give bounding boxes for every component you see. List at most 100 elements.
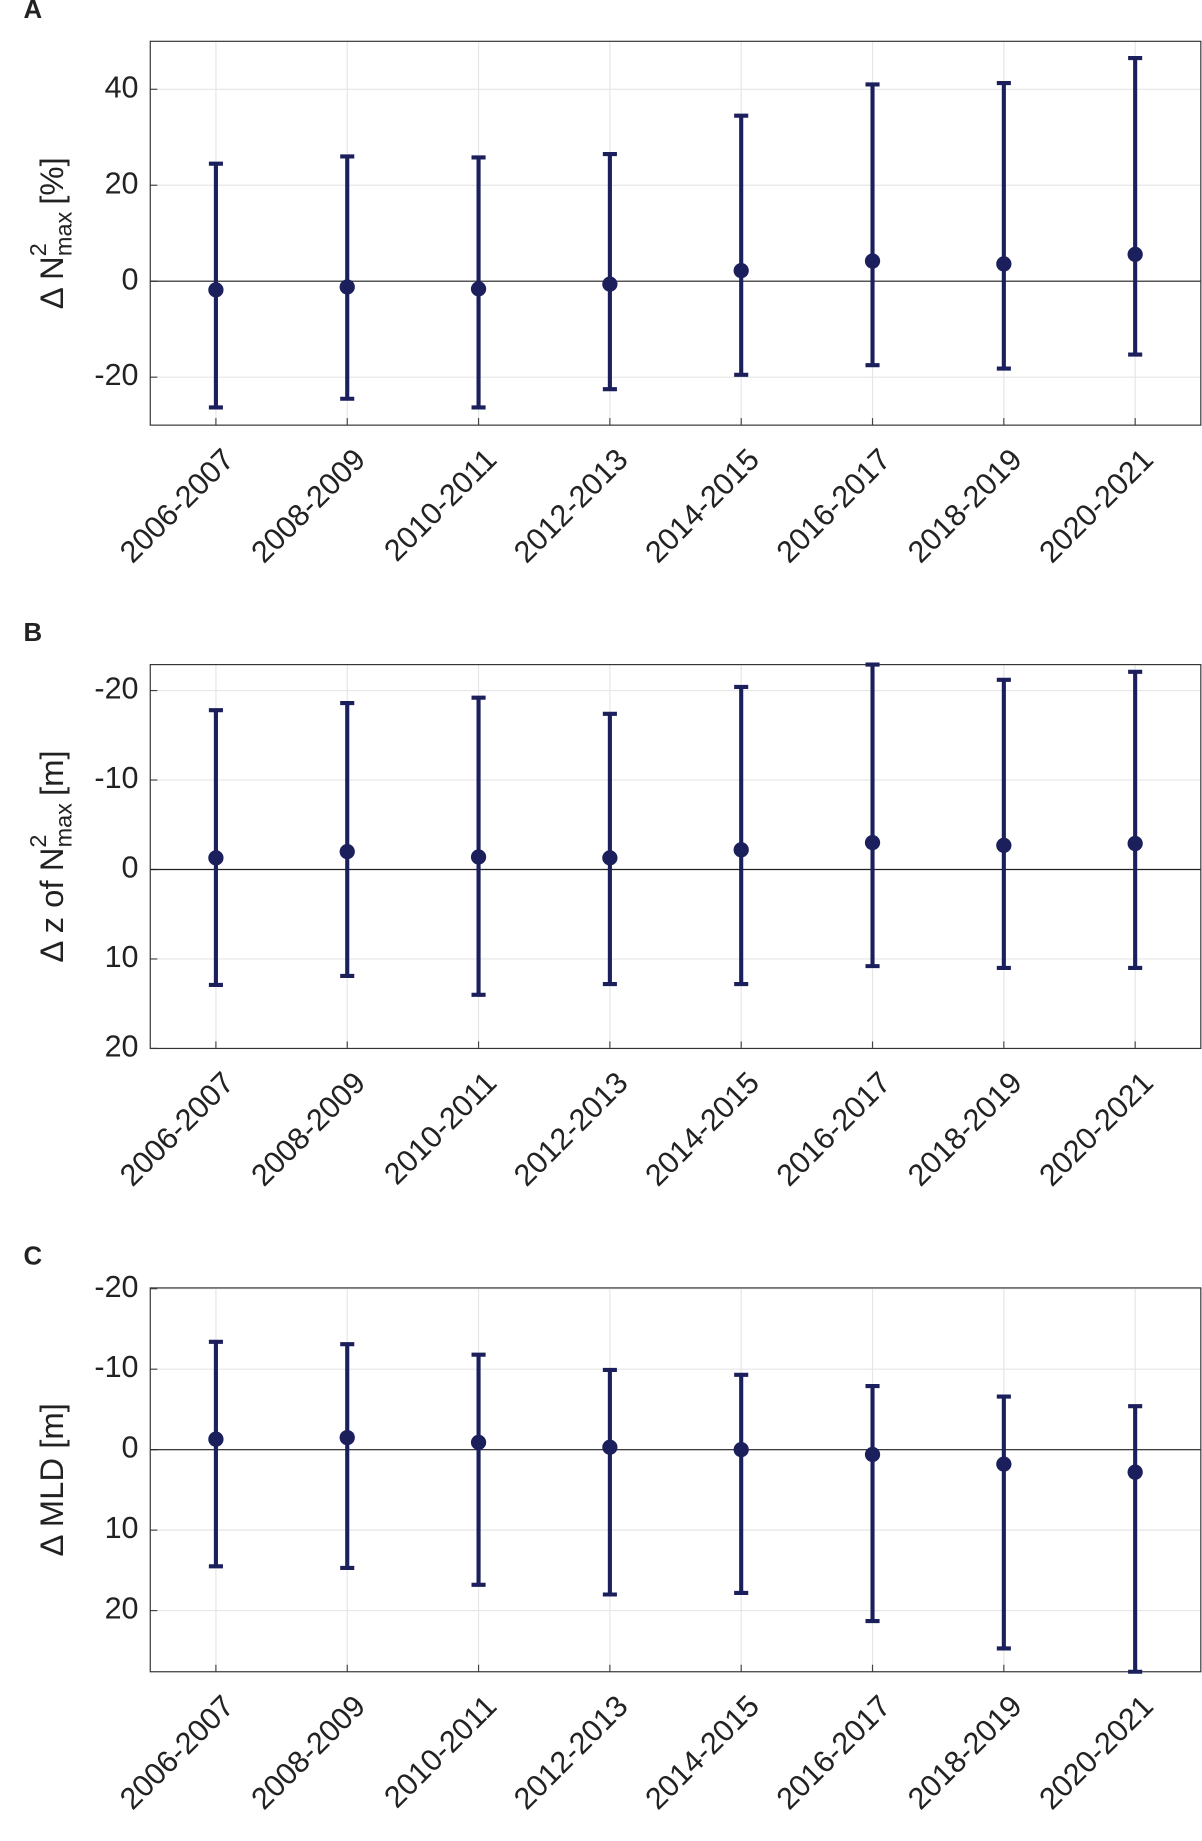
error-bar [340,1342,355,1571]
y-tick-label: 10 [105,940,139,974]
panel-label: B [23,619,42,647]
mean-marker [602,850,618,866]
x-tick-label: 2016-2017 [770,442,897,569]
x-tick-label: 2014-2015 [639,1066,766,1193]
y-axis-label: Δ z of N2max [m] [25,750,77,962]
mean-marker [208,850,224,866]
y-tick-label: -10 [94,761,138,795]
mean-marker [339,843,355,860]
y-label-main: Δ MLD [m] [33,1403,70,1556]
mean-marker [733,263,749,279]
y-label-sub: max [51,803,77,848]
error-bar [996,1394,1011,1651]
error-bar [1128,669,1143,970]
y-tick-label: -20 [94,1270,138,1304]
y-tick-label: -10 [94,1350,138,1384]
y-label-unit: [m] [33,750,70,796]
x-tick-label: 2018-2019 [901,442,1028,569]
x-tick-label: 2012-2013 [507,1066,634,1193]
mean-marker [602,276,618,292]
y-tick-label: -20 [94,358,138,392]
y-tick-label: 20 [105,1030,139,1064]
y-tick-label: 20 [105,1592,139,1626]
error-bar [602,152,617,392]
x-tick-label: 2020-2021 [1033,1689,1160,1816]
mean-marker [733,1442,749,1458]
mean-marker [602,1439,618,1455]
mean-marker [864,1446,881,1463]
error-bar [471,1352,486,1587]
x-tick-label: 2008-2009 [245,442,372,569]
x-tick-label: 2008-2009 [245,1066,372,1193]
error-bar [734,684,749,987]
y-tick-label: 20 [105,166,139,200]
error-bar [865,82,880,368]
error-bar [1128,1404,1143,1674]
error-bar [865,662,880,969]
plot-frame [149,664,1202,1050]
x-tick-label: 2008-2009 [245,1689,372,1816]
mean-marker [1127,1464,1143,1480]
error-bar [208,1339,223,1569]
y-tick-label: 0 [122,262,139,296]
y-tick-label: 0 [122,1431,139,1465]
y-label-sup: 2 [25,835,51,848]
y-tick-label: -20 [94,672,138,706]
plot-frame [149,40,1202,426]
panel-label: A [23,0,42,24]
mean-marker [864,253,881,269]
mean-marker [1127,246,1143,262]
y-tick-label: 0 [122,851,139,885]
mean-marker [996,256,1012,272]
error-bar [996,80,1011,371]
plot-frame [149,1287,1202,1673]
x-tick-label: 2016-2017 [770,1689,897,1816]
y-label-unit: [%] [33,157,70,204]
x-tick-label: 2018-2019 [901,1689,1028,1816]
x-tick-label: 2006-2007 [113,1689,240,1816]
y-tick-label: 10 [105,1511,139,1545]
x-tick-label: 2010-2011 [378,1066,504,1192]
y-tick-label: 40 [105,70,139,104]
y-label-main: Δ N [33,256,70,309]
x-tick-label: 2014-2015 [639,1689,766,1816]
error-bar [602,1367,617,1597]
x-tick-label: 2010-2011 [378,1689,504,1815]
mean-marker [864,835,881,851]
y-label-sup: 2 [25,243,51,256]
y-label-main: Δ z of N [33,848,70,963]
mean-marker [470,1434,487,1451]
x-tick-label: 2018-2019 [901,1066,1028,1193]
x-tick-label: 2020-2021 [1033,1066,1160,1193]
error-bar [340,701,355,979]
mean-marker [339,279,355,295]
y-axis-label: Δ N2max [%] [25,157,77,309]
error-bar [1128,56,1143,357]
mean-marker [996,1456,1012,1472]
x-tick-label: 2012-2013 [507,1689,634,1816]
mean-marker [208,1431,224,1447]
error-bar [602,711,617,987]
x-tick-label: 2006-2007 [113,1066,240,1193]
mean-marker [996,837,1012,853]
error-bar [471,695,486,997]
x-tick-label: 2010-2011 [378,442,504,568]
mean-marker [470,849,487,865]
y-axis-label: Δ MLD [m] [33,1403,70,1556]
mean-marker [339,1429,355,1446]
error-bar [734,113,749,377]
error-bar [734,1372,749,1595]
error-bar [996,677,1011,970]
mean-marker [1127,835,1143,852]
error-bar [340,154,355,401]
x-tick-label: 2014-2015 [639,442,766,569]
x-tick-label: 2016-2017 [770,1066,897,1193]
y-label-sub: max [51,211,77,256]
mean-marker [733,842,749,858]
x-tick-label: 2020-2021 [1033,442,1160,569]
panel-label: C [23,1242,42,1270]
mean-marker [208,282,224,298]
mean-marker [470,281,487,297]
x-tick-label: 2012-2013 [507,442,634,569]
